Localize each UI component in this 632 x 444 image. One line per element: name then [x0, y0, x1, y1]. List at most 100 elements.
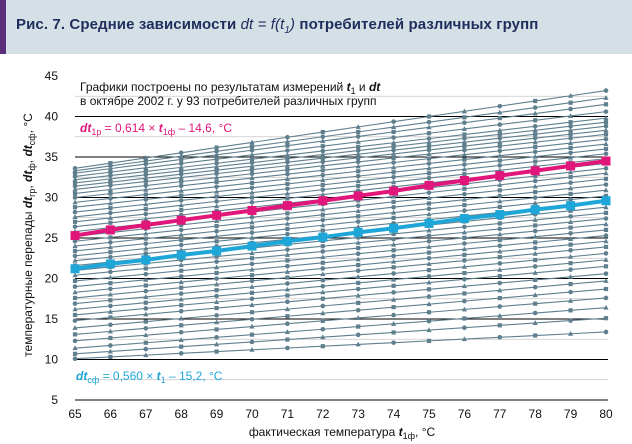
series-point — [176, 250, 186, 260]
consumer-point — [391, 209, 397, 215]
consumer-point — [143, 300, 148, 305]
consumer-point — [72, 205, 78, 210]
consumer-point — [462, 224, 467, 230]
consumer-line-39 — [72, 95, 609, 173]
x-tick-65: 65 — [68, 407, 82, 421]
consumer-point — [497, 103, 503, 109]
consumer-point — [107, 200, 113, 206]
consumer-point — [462, 298, 467, 304]
consumer-point — [355, 203, 361, 209]
consumer-point — [391, 199, 396, 204]
series-point — [353, 227, 363, 237]
consumer-point — [214, 293, 219, 299]
consumer-point — [214, 233, 220, 239]
consumer-point — [461, 263, 467, 269]
consumer-point — [532, 320, 538, 325]
series-point — [601, 156, 611, 166]
consumer-point — [143, 340, 148, 345]
x-tick-72: 72 — [316, 407, 330, 421]
consumer-point — [320, 156, 325, 161]
consumer-point — [72, 345, 78, 351]
consumer-point — [391, 296, 397, 302]
consumer-line-path — [74, 223, 607, 276]
consumer-line-31 — [72, 136, 609, 200]
consumer-point — [603, 304, 609, 310]
consumer-point — [568, 225, 573, 230]
consumer-point — [320, 144, 325, 149]
consumer-point — [426, 195, 432, 201]
consumer-point — [72, 284, 78, 289]
series-point — [566, 161, 576, 171]
consumer-point — [178, 183, 184, 189]
consumer-point — [603, 251, 609, 256]
consumer-point — [178, 161, 184, 166]
consumer-point — [426, 114, 432, 119]
consumer-point — [214, 160, 219, 166]
consumer-point — [72, 351, 78, 356]
consumer-point — [426, 268, 432, 273]
consumer-point — [391, 119, 396, 124]
consumer-point — [284, 162, 290, 168]
series-point — [601, 196, 611, 206]
consumer-point — [497, 335, 503, 340]
consumer-point — [355, 159, 361, 165]
consumer-point — [249, 302, 255, 307]
consumer-point — [214, 254, 219, 259]
consumer-point — [179, 344, 184, 349]
consumer-point — [178, 164, 184, 170]
consumer-point — [178, 279, 184, 285]
consumer-point — [497, 273, 502, 279]
consumer-line-9 — [72, 257, 609, 312]
consumer-point — [249, 346, 255, 352]
consumer-point — [320, 303, 326, 309]
consumer-point — [143, 207, 148, 212]
consumer-point — [285, 171, 290, 177]
consumer-point — [461, 283, 467, 289]
x-tick-78: 78 — [529, 407, 543, 421]
x-tick-68: 68 — [175, 407, 189, 421]
series-point — [70, 264, 80, 274]
consumer-point — [249, 160, 255, 165]
consumer-point — [320, 318, 325, 323]
consumer-point — [426, 144, 432, 149]
consumer-point — [249, 290, 255, 295]
consumer-point — [568, 298, 574, 303]
consumer-point — [285, 345, 290, 351]
consumer-line-path — [74, 259, 607, 310]
consumer-point — [568, 185, 574, 191]
consumer-line-path — [74, 121, 607, 184]
consumer-point — [568, 289, 573, 295]
consumer-point — [285, 134, 290, 140]
consumer-point — [108, 235, 113, 240]
consumer-point — [568, 214, 573, 219]
consumer-point — [285, 143, 290, 148]
consumer-point — [320, 172, 326, 178]
consumer-point — [285, 231, 290, 237]
consumer-point — [391, 312, 396, 318]
consumer-line-14 — [72, 227, 609, 284]
consumer-point — [320, 271, 326, 277]
consumer-point — [426, 310, 432, 315]
consumer-line-path — [74, 235, 607, 288]
consumer-point — [426, 124, 432, 130]
consumer-point — [284, 252, 290, 257]
consumer-line-path — [74, 252, 607, 305]
consumer-line-16 — [72, 216, 609, 273]
consumer-point — [320, 134, 326, 140]
consumer-point — [568, 140, 574, 146]
consumer-point — [603, 115, 609, 121]
consumer-point — [72, 278, 78, 284]
series-point — [353, 191, 363, 201]
consumer-point — [391, 155, 396, 161]
series-point — [389, 223, 399, 233]
consumer-line-path — [74, 280, 607, 329]
series-point — [424, 218, 434, 228]
consumer-point — [355, 208, 361, 213]
consumer-point — [143, 172, 149, 178]
consumer-point — [603, 286, 609, 292]
consumer-point — [107, 348, 113, 354]
consumer-point — [355, 139, 361, 144]
series-point — [212, 246, 222, 256]
consumer-point — [356, 183, 361, 188]
consumer-point — [143, 197, 149, 202]
